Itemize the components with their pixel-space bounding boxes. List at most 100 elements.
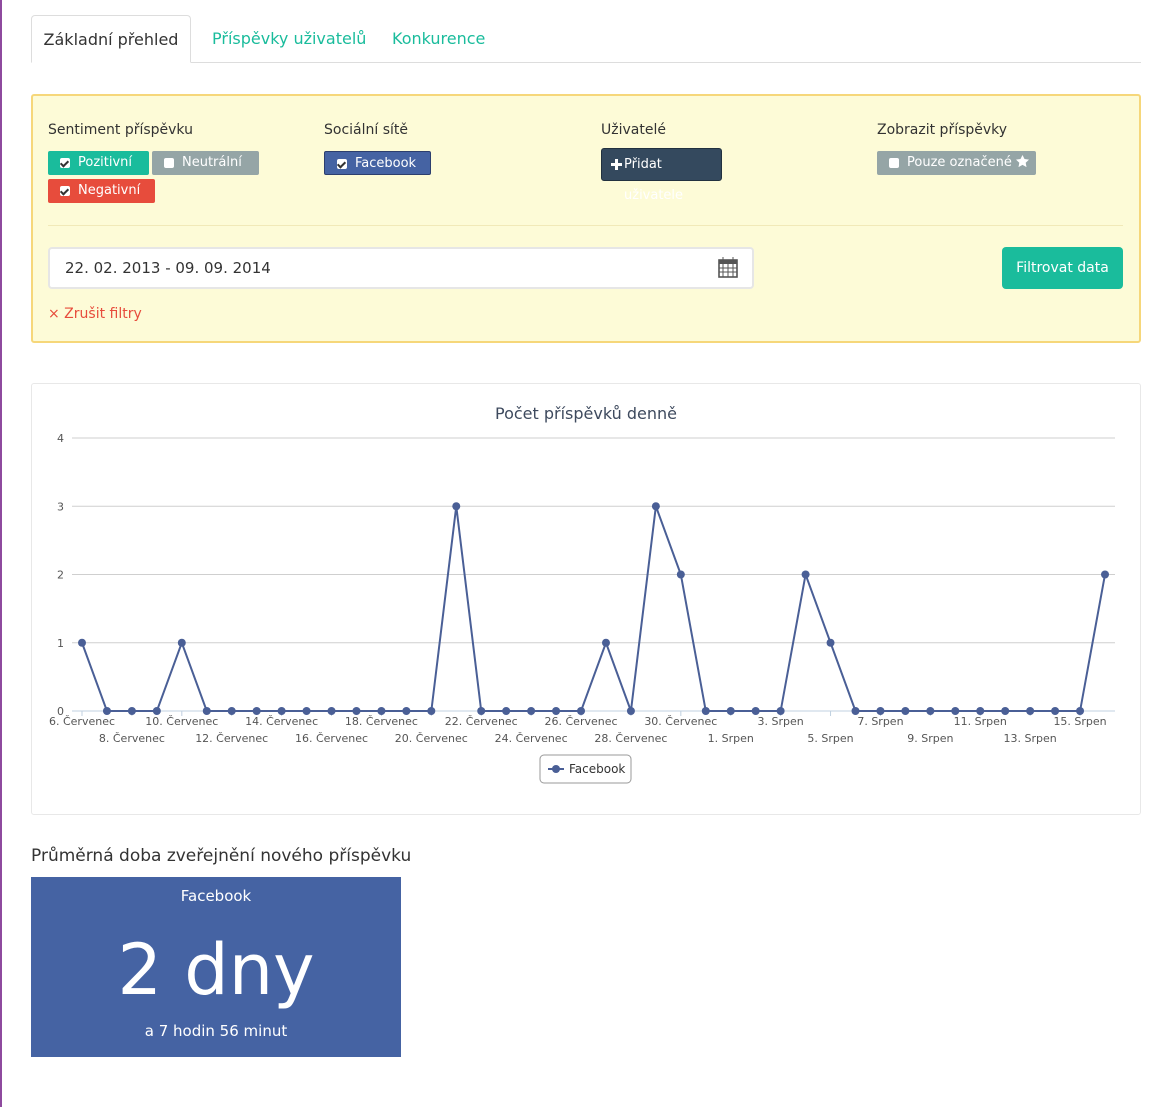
- y-tick-label: 3: [57, 500, 64, 513]
- point: [1076, 707, 1085, 715]
- x-tick-label: 15. Srpen: [1053, 715, 1106, 728]
- point: [252, 707, 261, 715]
- point: [876, 707, 885, 715]
- point: [577, 707, 586, 715]
- x-tick-label: 14. Červenec: [245, 715, 318, 728]
- stats-network: Facebook: [180, 887, 252, 905]
- point: [302, 707, 311, 715]
- x-tick-label: 12. Červenec: [195, 732, 268, 745]
- point: [227, 707, 236, 715]
- legend-label: Facebook: [569, 762, 625, 776]
- series-line: [81, 505, 1106, 712]
- x-tick-label: 8. Červenec: [99, 732, 165, 745]
- point: [926, 707, 935, 715]
- divider: [48, 225, 1123, 226]
- tab[interactable]: Základní přehled: [31, 15, 191, 63]
- chip[interactable]: Pouze označené: [877, 151, 1036, 175]
- tab[interactable]: Příspěvky uživatelů: [212, 29, 367, 48]
- x-tick-label: 6. Červenec: [49, 715, 115, 728]
- x-tick-label: 16. Červenec: [295, 732, 368, 745]
- filter-panel: [31, 94, 1141, 343]
- point: [1101, 570, 1109, 579]
- point: [327, 707, 336, 715]
- point: [701, 707, 710, 715]
- point: [751, 707, 760, 715]
- y-tick-label: 0: [57, 705, 64, 718]
- point: [127, 707, 136, 715]
- stats-title: Průměrná doba zveřejnění nového příspěvk…: [31, 846, 412, 866]
- x-tick-label: 26. Červenec: [545, 715, 618, 728]
- y-tick-label: 1: [57, 637, 64, 650]
- plus-icon: [611, 159, 622, 170]
- point: [78, 638, 86, 647]
- point: [402, 707, 411, 715]
- point: [377, 707, 386, 715]
- chart-title: Počet příspěvků denně: [495, 404, 677, 423]
- point: [676, 570, 685, 579]
- point: [527, 707, 536, 715]
- point: [1051, 707, 1060, 715]
- tab-line: [31, 62, 1141, 63]
- button-label: Přidat uživatele: [624, 157, 684, 203]
- x-tick-label: 10. Červenec: [145, 715, 218, 728]
- tab[interactable]: Konkurence: [392, 29, 486, 48]
- filter-label: Sociální sítě: [324, 122, 409, 138]
- point: [901, 707, 910, 715]
- point: [776, 707, 785, 715]
- left-border: [0, 0, 2, 1107]
- chip[interactable]: Negativní: [48, 179, 155, 203]
- legend-box: [539, 754, 632, 784]
- legend-marker: [552, 765, 560, 773]
- point: [202, 707, 211, 715]
- x-tick-label: 20. Červenec: [395, 732, 468, 745]
- point: [452, 502, 461, 511]
- chart-panel: [31, 383, 1141, 815]
- x-tick-label: 1. Srpen: [708, 732, 754, 745]
- star-icon: [1016, 155, 1030, 168]
- legend: Facebook: [539, 754, 632, 784]
- x-tick-label: 5. Srpen: [807, 732, 853, 745]
- chip[interactable]: Pozitivní: [48, 151, 149, 175]
- x-tick-label: 18. Červenec: [345, 715, 418, 728]
- x-tick-label: 7. Srpen: [857, 715, 903, 728]
- x-tick-label: 22. Červenec: [445, 715, 518, 728]
- x-tick-label: 28. Červenec: [594, 732, 667, 745]
- point: [1001, 707, 1010, 715]
- chip[interactable]: Neutrální: [152, 151, 259, 175]
- y-tick-label: 4: [57, 432, 64, 445]
- add-user-button[interactable]: Přidat uživatele: [601, 148, 722, 203]
- point: [801, 570, 810, 579]
- point: [851, 707, 860, 715]
- y-tick-label: 2: [57, 569, 64, 582]
- filter-label: Zobrazit příspěvky: [877, 122, 1008, 138]
- point: [552, 707, 561, 715]
- chip[interactable]: Facebook: [324, 151, 431, 175]
- x-tick-label: 3. Srpen: [758, 715, 804, 728]
- x-tick-label: 9. Srpen: [907, 732, 953, 745]
- date-input[interactable]: 22. 02. 2013 - 09. 09. 2014: [48, 247, 754, 289]
- clear-filters[interactable]: × Zrušit filtry: [48, 306, 142, 322]
- point: [626, 707, 635, 715]
- point: [651, 502, 660, 511]
- point: [601, 638, 610, 647]
- stats-card: Facebook 2 dny a 7 hodin 56 minut: [31, 877, 401, 1057]
- point: [976, 707, 985, 715]
- point: [951, 707, 960, 715]
- filter-button[interactable]: Filtrovat data: [1002, 247, 1123, 289]
- filter-label: Uživatelé: [601, 122, 666, 138]
- filter-label: Sentiment příspěvku: [48, 122, 193, 138]
- point: [726, 707, 735, 715]
- point: [352, 707, 361, 715]
- date-range: 22. 02. 2013 - 09. 09. 2014: [65, 259, 271, 277]
- point: [826, 638, 835, 647]
- x-tick-label: 11. Srpen: [954, 715, 1007, 728]
- point: [477, 707, 486, 715]
- point: [502, 707, 511, 715]
- point: [1026, 707, 1035, 715]
- x-tick-label: 30. Červenec: [644, 715, 717, 728]
- point: [102, 707, 111, 715]
- point: [277, 707, 286, 715]
- x-tick-label: 13. Srpen: [1004, 732, 1057, 745]
- chart: Počet příspěvků denně 0 1 2 3 4 6. Červenec 8.…: [49, 404, 1115, 784]
